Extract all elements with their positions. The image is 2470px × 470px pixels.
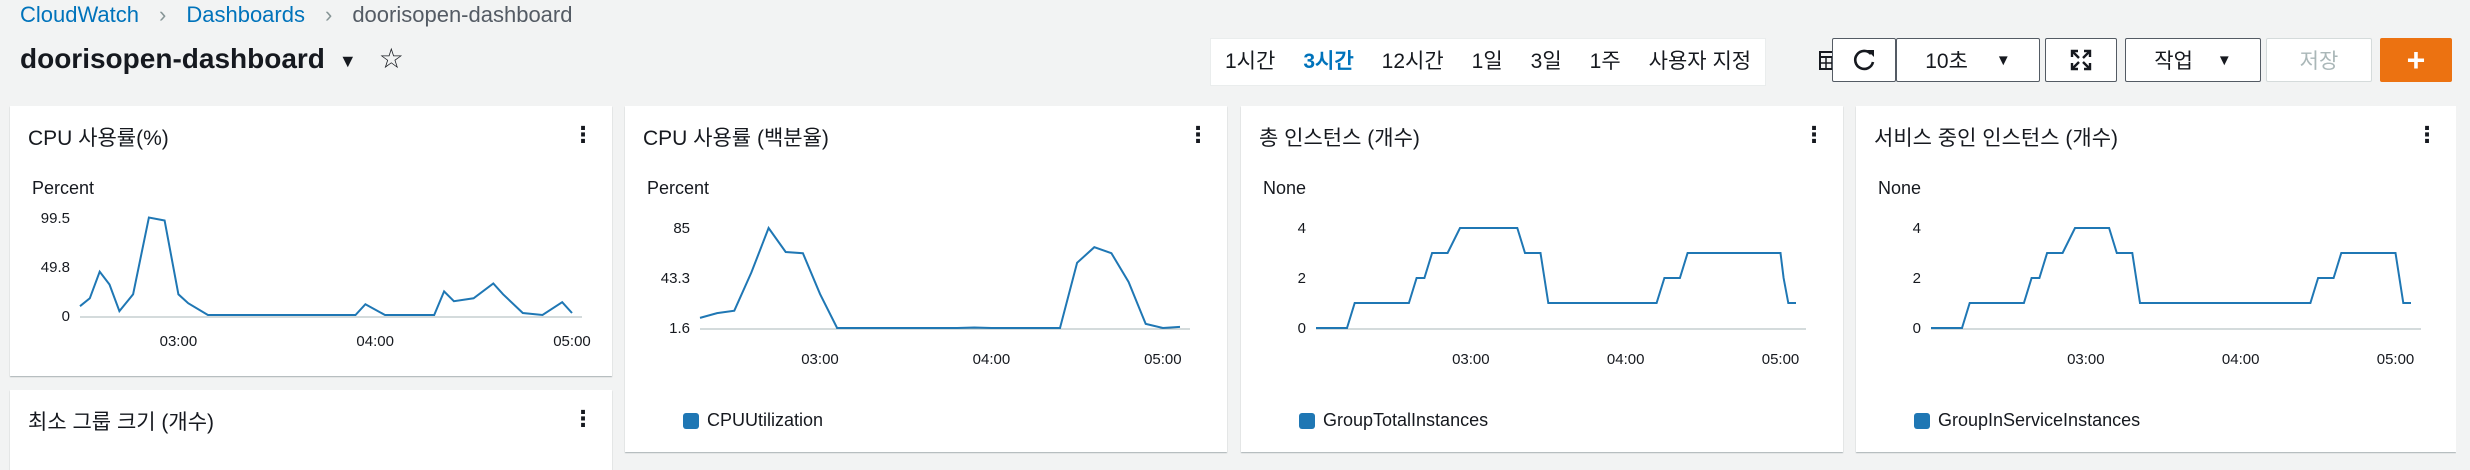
breadcrumb-cloudwatch-link[interactable]: CloudWatch — [20, 2, 140, 27]
x-tick-label: 03:00 — [801, 351, 839, 368]
fullscreen-icon — [2070, 49, 2092, 71]
line-chart: 85 43.3 1.6 03:00 04:00 05:00 — [661, 220, 1190, 368]
x-tick-label: 04:00 — [973, 351, 1011, 368]
x-tick-label: 05:00 — [2377, 351, 2415, 368]
breadcrumb: CloudWatch › Dashboards › doorisopen-das… — [20, 2, 572, 28]
time-range-3h[interactable]: 3시간 — [1303, 50, 1354, 73]
time-range-1d[interactable]: 1일 — [1471, 50, 1503, 73]
y-tick-label: 2 — [1298, 270, 1306, 287]
y-tick-label: 99.5 — [41, 210, 70, 227]
chart-legend[interactable]: CPUUtilization — [683, 410, 823, 431]
favorite-star-icon[interactable]: ☆ — [378, 43, 404, 74]
y-tick-label: 85 — [673, 220, 690, 237]
breadcrumb-dashboards-link[interactable]: Dashboards — [186, 2, 305, 27]
widget-menu-icon[interactable]: ⋮ — [572, 406, 594, 431]
legend-label: GroupTotalInstances — [1323, 410, 1489, 430]
line-chart: 4 2 0 03:00 04:00 05:00 — [1913, 220, 2421, 368]
y-axis-unit: None — [1263, 178, 1307, 198]
chevron-right-icon: › — [159, 2, 167, 27]
refresh-icon — [1853, 49, 1875, 71]
widget-min-group-size: 최소 그룹 크기 (개수) ⋮ — [10, 390, 612, 470]
widget-menu-icon[interactable]: ⋮ — [2416, 122, 2438, 147]
time-range-custom[interactable]: 사용자 지정 — [1648, 50, 1752, 73]
time-range-selector: 1시간 3시간 12시간 1일 3일 1주 사용자 지정 — [1210, 38, 1767, 86]
page-title: doorisopen-dashboard — [20, 42, 325, 74]
widget-title: 최소 그룹 크기 (개수) — [28, 411, 215, 434]
header: CloudWatch › Dashboards › doorisopen-das… — [0, 0, 2470, 100]
x-tick-label: 03:00 — [1452, 351, 1490, 368]
y-tick-label: 1.6 — [669, 320, 690, 337]
x-tick-label: 04:00 — [356, 333, 394, 350]
widget-menu-icon[interactable]: ⋮ — [572, 122, 594, 147]
series-line — [1931, 227, 2411, 329]
widget-title: 서비스 중인 인스턴스 (개수) — [1874, 127, 2119, 150]
widget-title: CPU 사용률(%) — [28, 127, 169, 150]
refresh-interval-dropdown[interactable]: 10초 ▼ — [1896, 38, 2040, 82]
x-tick-label: 04:00 — [1607, 351, 1645, 368]
time-range-12h[interactable]: 12시간 — [1381, 50, 1444, 73]
legend-label: GroupInServiceInstances — [1938, 410, 2141, 430]
x-tick-label: 05:00 — [1762, 351, 1800, 368]
widget-title: CPU 사용률 (백분율) — [643, 127, 829, 150]
widget-group-in-service-instances: 서비스 중인 인스턴스 (개수) ⋮ None 4 2 0 03:00 04:00 05:… — [1856, 106, 2456, 452]
y-tick-label: 0 — [1913, 320, 1921, 337]
x-tick-label: 03:00 — [2067, 351, 2105, 368]
x-tick-label: 03:00 — [160, 333, 198, 350]
time-range-1w[interactable]: 1주 — [1589, 50, 1621, 73]
chevron-right-icon: › — [324, 2, 333, 27]
breadcrumb-current: doorisopen-dashboard — [352, 2, 573, 27]
time-range-3d[interactable]: 3일 — [1530, 50, 1562, 73]
fullscreen-button[interactable] — [2045, 38, 2117, 82]
series-line — [699, 225, 1181, 330]
x-tick-label: 05:00 — [1144, 351, 1182, 368]
y-axis-unit: None — [1878, 178, 1922, 198]
widget-cpu-utilization: CPU 사용률 (백분율) ⋮ Percent 85 43.3 1.6 03:00 04… — [625, 106, 1227, 452]
refresh-interval-value: 10초 — [1925, 50, 1968, 73]
actions-dropdown-button[interactable]: 작업 ▼ — [2125, 38, 2261, 82]
y-axis-unit: Percent — [647, 178, 710, 198]
y-tick-label: 43.3 — [661, 270, 690, 287]
x-tick-label: 04:00 — [2222, 351, 2260, 368]
legend-label: CPUUtilization — [707, 410, 824, 430]
x-tick-label: 05:00 — [553, 333, 591, 350]
legend-swatch — [1914, 412, 1930, 429]
actions-label: 작업 — [2154, 50, 2193, 73]
series-line — [79, 216, 573, 317]
legend-swatch — [683, 412, 699, 429]
widget-menu-icon[interactable]: ⋮ — [1187, 122, 1209, 147]
widget-title: 총 인스턴스 (개수) — [1259, 127, 1420, 150]
y-tick-label: 4 — [1913, 220, 1921, 237]
y-tick-label: 0 — [62, 308, 70, 325]
legend-swatch — [1299, 412, 1315, 429]
y-axis-unit: Percent — [32, 178, 95, 198]
widget-menu-icon[interactable]: ⋮ — [1803, 122, 1825, 147]
chevron-down-icon: ▼ — [1995, 51, 2011, 69]
time-range-1h[interactable]: 1시간 — [1225, 50, 1276, 73]
y-tick-label: 49.8 — [41, 259, 70, 276]
chart-legend[interactable]: GroupInServiceInstances — [1914, 410, 2140, 431]
y-tick-label: 0 — [1298, 320, 1306, 337]
dashboard-selector-caret-icon[interactable]: ▼ — [338, 51, 357, 71]
widget-cpu-utilization-pct: CPU 사용률(%) ⋮ Percent 99.5 49.8 0 03:00 04:00… — [10, 106, 612, 376]
dashboard-title-group: doorisopen-dashboard ▼ ☆ — [20, 42, 404, 75]
page-scrollbar[interactable] — [2456, 100, 2470, 457]
line-chart: 99.5 49.8 0 03:00 04:00 05:00 — [41, 210, 591, 350]
line-chart: 4 2 0 03:00 04:00 05:00 — [1298, 220, 1806, 368]
save-button[interactable]: 저장 — [2266, 38, 2372, 82]
widget-group-total-instances: 총 인스턴스 (개수) ⋮ None 4 2 0 03:00 04:00 05:00 Gr… — [1241, 106, 1843, 452]
chevron-down-icon: ▼ — [2216, 51, 2232, 69]
y-tick-label: 4 — [1298, 220, 1306, 237]
chart-legend[interactable]: GroupTotalInstances — [1299, 410, 1488, 431]
add-widget-button[interactable]: + — [2380, 38, 2452, 82]
series-line — [1316, 227, 1796, 329]
y-tick-label: 2 — [1913, 270, 1921, 287]
refresh-button[interactable] — [1832, 38, 1896, 82]
